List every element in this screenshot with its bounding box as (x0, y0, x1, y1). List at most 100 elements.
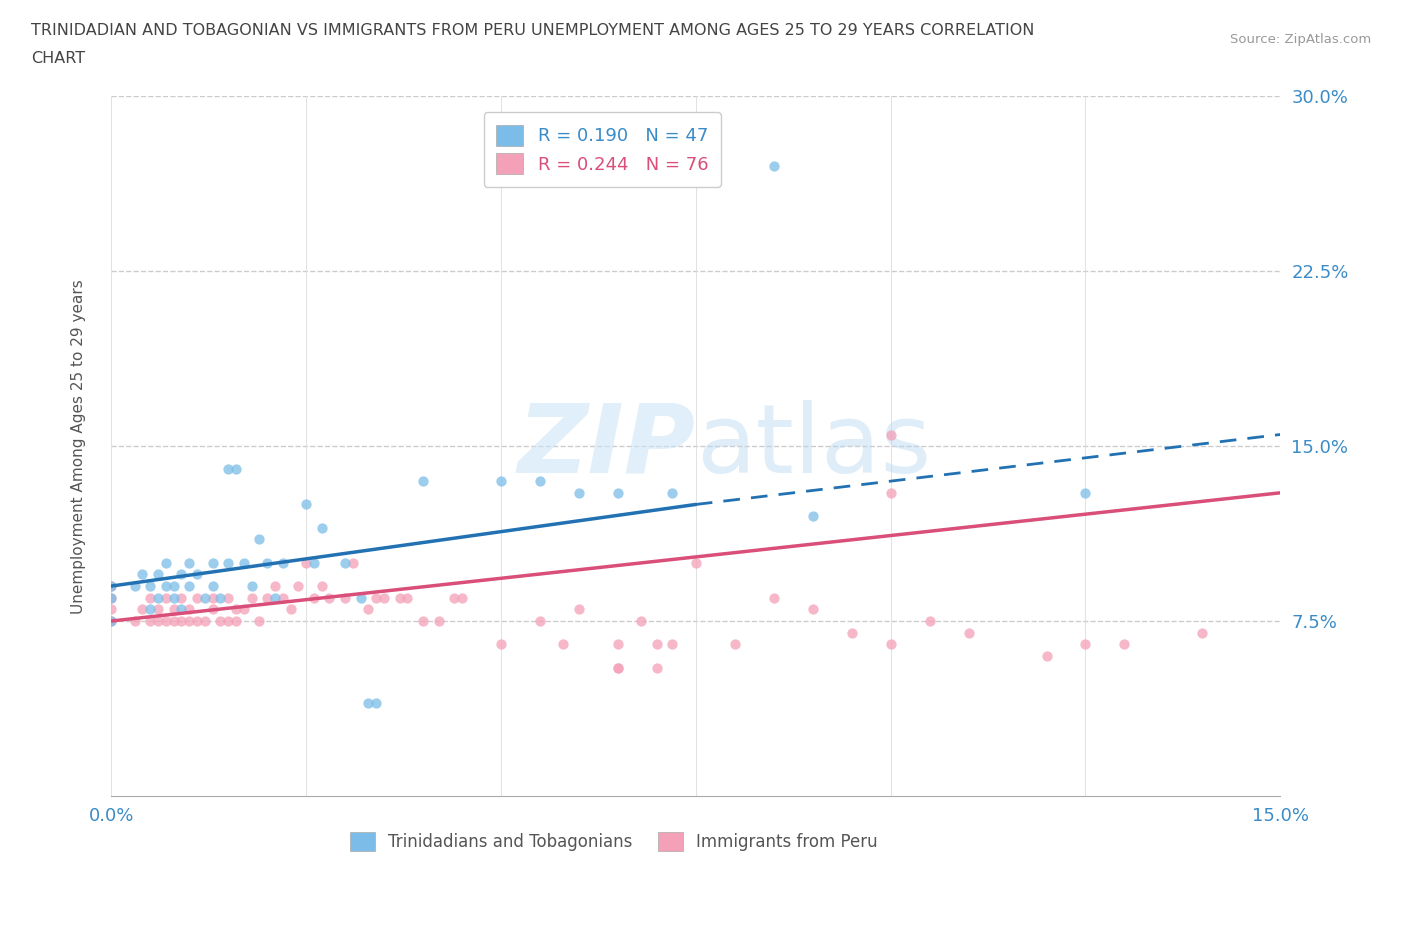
Point (333, 591, 356, 605)
Point (100, 591, 122, 605)
Point (247, 614, 270, 629)
Point (179, 614, 201, 629)
Point (124, 578, 146, 593)
Point (155, 555, 177, 570)
Point (247, 532, 270, 547)
Point (388, 591, 411, 605)
Point (1074, 637, 1097, 652)
Point (373, 591, 395, 605)
Point (100, 602, 122, 617)
Point (201, 602, 224, 617)
Point (357, 602, 380, 617)
Point (225, 614, 247, 629)
Point (162, 578, 184, 593)
Point (100, 578, 122, 593)
Point (162, 614, 184, 629)
Point (225, 462, 247, 477)
Point (186, 614, 208, 629)
Point (1114, 637, 1136, 652)
Point (553, 637, 575, 652)
Point (155, 591, 177, 605)
Point (311, 578, 333, 593)
Point (762, 591, 785, 605)
Point (1074, 485, 1097, 500)
Point (568, 485, 591, 500)
Point (1035, 648, 1057, 663)
Point (264, 578, 287, 593)
Point (232, 555, 254, 570)
Text: atlas: atlas (696, 400, 931, 493)
Point (879, 485, 901, 500)
Point (264, 591, 287, 605)
Point (302, 555, 325, 570)
Point (357, 696, 380, 711)
Point (179, 578, 201, 593)
Point (139, 602, 162, 617)
Point (139, 614, 162, 629)
Point (801, 602, 824, 617)
Point (209, 591, 232, 605)
Point (170, 591, 193, 605)
Point (801, 509, 824, 524)
Point (568, 602, 591, 617)
Point (606, 660, 628, 675)
Point (146, 602, 169, 617)
Point (217, 614, 239, 629)
Point (630, 614, 652, 629)
Point (240, 578, 263, 593)
Point (100, 614, 122, 629)
Point (155, 578, 177, 593)
Point (217, 462, 239, 477)
Point (918, 614, 941, 629)
Point (529, 614, 551, 629)
Point (957, 625, 980, 640)
Point (146, 614, 169, 629)
Point (256, 555, 278, 570)
Point (879, 427, 901, 442)
Point (350, 591, 373, 605)
Point (170, 567, 193, 582)
Point (366, 696, 388, 711)
Point (529, 473, 551, 488)
Point (201, 591, 224, 605)
Point (217, 555, 239, 570)
Point (489, 637, 512, 652)
Point (311, 520, 333, 535)
Point (100, 591, 122, 605)
Point (131, 602, 153, 617)
Point (100, 578, 122, 593)
Point (271, 591, 294, 605)
Point (194, 614, 217, 629)
Point (139, 578, 162, 593)
Point (240, 591, 263, 605)
Point (201, 578, 224, 593)
Point (295, 497, 318, 512)
Point (443, 591, 465, 605)
Point (342, 555, 364, 570)
Point (139, 591, 162, 605)
Point (179, 602, 201, 617)
Point (1191, 625, 1213, 640)
Point (201, 555, 224, 570)
Point (661, 485, 683, 500)
Point (271, 555, 294, 570)
Point (162, 602, 184, 617)
Point (412, 614, 434, 629)
Point (333, 555, 356, 570)
Point (170, 602, 193, 617)
Point (489, 473, 512, 488)
Point (146, 591, 169, 605)
Point (366, 591, 388, 605)
Point (606, 660, 628, 675)
Point (302, 591, 325, 605)
Point (280, 602, 302, 617)
Point (124, 614, 146, 629)
Point (162, 591, 184, 605)
Point (427, 614, 450, 629)
Point (412, 473, 434, 488)
Point (606, 485, 628, 500)
Point (155, 614, 177, 629)
Point (131, 567, 153, 582)
Point (645, 660, 668, 675)
Point (606, 637, 628, 652)
